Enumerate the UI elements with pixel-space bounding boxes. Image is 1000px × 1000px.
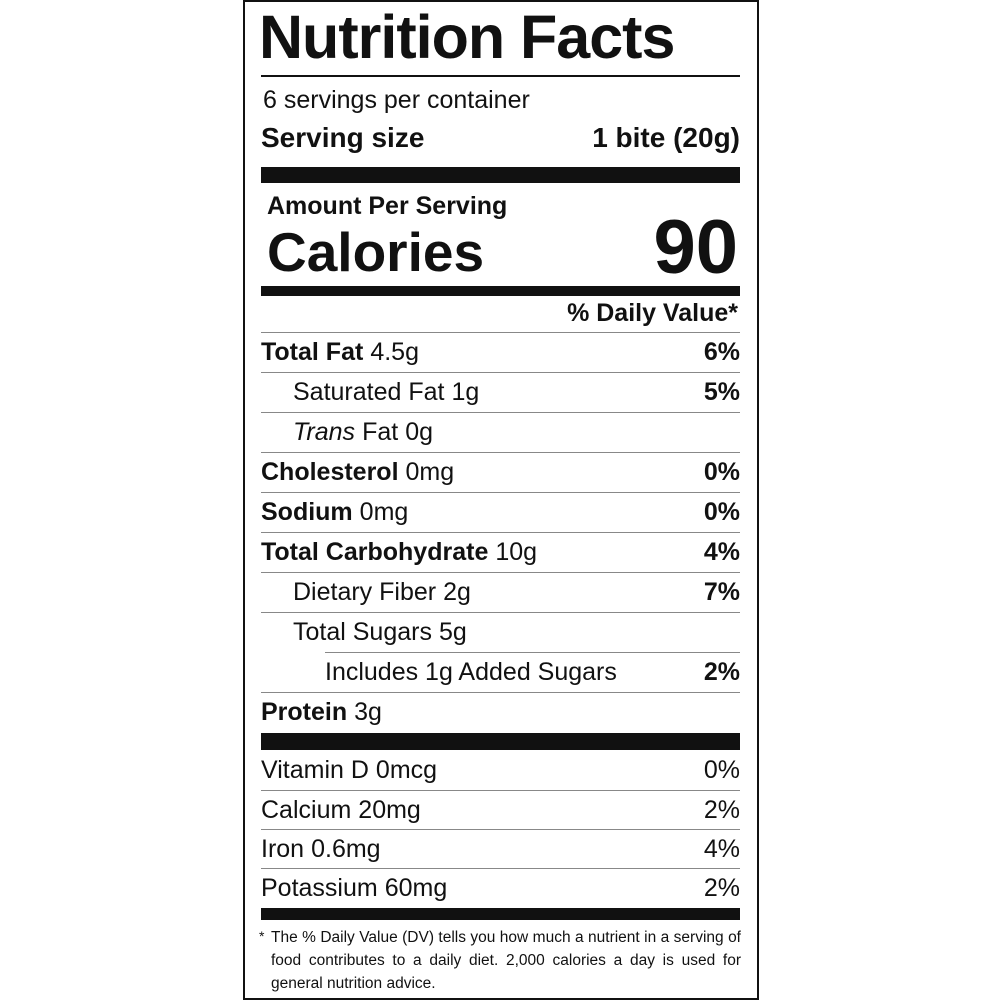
nutrient-row: Total Sugars 5g bbox=[261, 612, 740, 652]
vitamin-name: Vitamin D bbox=[261, 756, 369, 784]
nutrient-amount: 1g bbox=[451, 378, 480, 406]
vitamin-row: Vitamin D 0mcg 0% bbox=[261, 751, 740, 790]
vitamin-name: Potassium bbox=[261, 873, 378, 902]
amount-per-serving: Amount Per Serving bbox=[267, 192, 508, 220]
vitamin-row: Potassium 60mg 2% bbox=[261, 868, 740, 907]
nutrient-amount: 4.5g bbox=[370, 338, 419, 366]
vitamin-row: Iron 0.6mg 4% bbox=[261, 829, 740, 868]
serving-size-value: 1 bite (20g) bbox=[592, 122, 740, 153]
vitamin-name: Calcium bbox=[261, 795, 352, 824]
vitamin-amount: 0mcg bbox=[375, 756, 438, 784]
nutrient-name: Includes 1g Added Sugars bbox=[325, 658, 617, 686]
nutrient-amount: 3g bbox=[354, 698, 382, 726]
daily-value-header: % Daily Value* bbox=[567, 299, 738, 327]
nutrient-dv: 5% bbox=[703, 378, 740, 406]
nutrient-amount: 2g bbox=[443, 578, 471, 606]
nutrient-dv: 7% bbox=[703, 578, 740, 606]
nutrient-dv: 0% bbox=[703, 498, 740, 526]
nutrient-name-italic: Trans bbox=[293, 418, 356, 446]
nutrient-amount: 0mg bbox=[359, 498, 409, 526]
calories-value: 90 bbox=[653, 205, 738, 290]
thick-rule bbox=[261, 167, 740, 183]
nutrient-row: Cholesterol 0mg 0% bbox=[261, 452, 740, 492]
calories-label: Calories bbox=[267, 221, 485, 283]
serving-size-label: Serving size bbox=[261, 122, 425, 153]
nutrient-dv: 2% bbox=[703, 658, 740, 686]
nutrient-row: Total Carbohydrate 10g 4% bbox=[261, 532, 740, 572]
servings: 6 servings per container bbox=[263, 86, 530, 114]
nutrient-name: Protein bbox=[261, 698, 348, 726]
nutrient-dv: 0% bbox=[703, 458, 740, 486]
vitamin-row: Calcium 20mg 2% bbox=[261, 790, 740, 829]
vitamin-dv: 4% bbox=[703, 834, 740, 863]
footnote-text: The % Daily Value (DV) tells you how muc… bbox=[271, 929, 741, 992]
nutrient-row: Includes 1g Added Sugars 2% bbox=[325, 652, 740, 692]
nutrient-row: Sodium 0mg 0% bbox=[261, 492, 740, 532]
vitamin-dv: 0% bbox=[703, 756, 740, 784]
nutrient-name: Saturated Fat bbox=[293, 378, 445, 406]
nutrient-amount: 5g bbox=[438, 618, 467, 646]
vitamin-name: Iron bbox=[261, 834, 305, 863]
nutrient-amount: 10g bbox=[495, 538, 538, 566]
nutrient-dv: 4% bbox=[703, 538, 740, 566]
nutrient-name: Total Fat bbox=[261, 338, 364, 366]
nutrient-amount: 0g bbox=[405, 418, 433, 446]
nutrient-row: Saturated Fat 1g 5% bbox=[261, 372, 740, 412]
title: Nutrition Facts bbox=[259, 3, 675, 71]
nutrient-name: Dietary Fiber bbox=[293, 578, 437, 606]
nutrient-name: Total Carbohydrate bbox=[261, 538, 489, 566]
vitamin-amount: 20mg bbox=[358, 795, 421, 824]
nutrient-name: Fat bbox=[362, 418, 399, 446]
nutrient-amount: 0mg bbox=[405, 458, 455, 486]
medium-rule bbox=[261, 286, 740, 296]
nutrient-name: Cholesterol bbox=[261, 458, 399, 486]
vitamin-amount: 60mg bbox=[384, 873, 448, 902]
vitamin-amount: 0.6mg bbox=[311, 834, 381, 863]
thick-rule bbox=[261, 733, 740, 750]
nutrient-name: Total Sugars bbox=[293, 618, 432, 646]
footnote-mark: * bbox=[259, 928, 265, 944]
label-border bbox=[243, 0, 759, 1000]
rule bbox=[261, 75, 740, 77]
vitamin-dv: 2% bbox=[703, 795, 740, 824]
nutrient-dv: 6% bbox=[703, 338, 740, 366]
nutrient-name: Sodium bbox=[261, 498, 353, 526]
nutrient-row: Trans Fat 0g bbox=[261, 412, 740, 452]
nutrient-row: Protein 3g bbox=[261, 692, 740, 732]
vitamin-dv: 2% bbox=[703, 873, 740, 902]
nutrient-row: Total Fat 4.5g 6% bbox=[261, 332, 740, 372]
medium-rule bbox=[261, 908, 740, 920]
nutrient-row: Dietary Fiber 2g 7% bbox=[261, 572, 740, 612]
